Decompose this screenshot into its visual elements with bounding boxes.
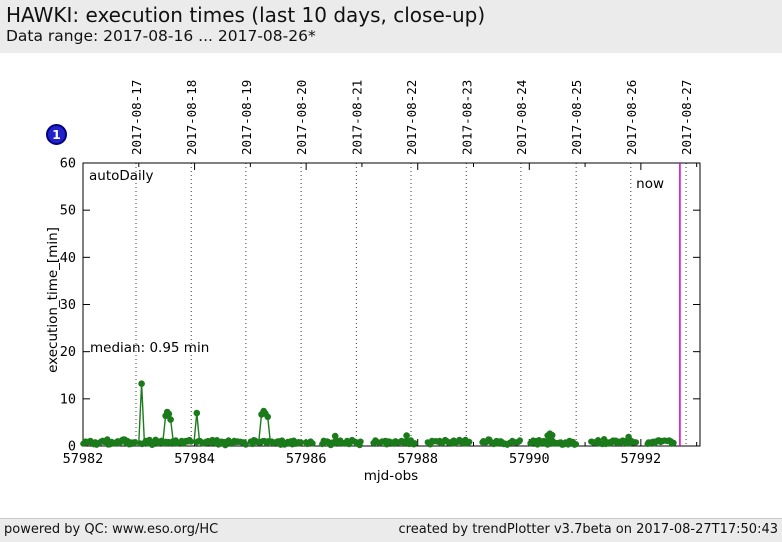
data-point <box>297 439 304 446</box>
date-label: 2017-08-25 <box>569 80 584 155</box>
date-label: 2017-08-23 <box>459 80 474 155</box>
plot-number-badge-label: 1 <box>52 127 61 142</box>
data-point <box>670 439 677 446</box>
data-point <box>264 413 272 421</box>
data-point <box>466 438 473 445</box>
data-point <box>411 440 418 447</box>
footer-created-by: created by trendPlotter v3.7beta on 2017… <box>398 522 778 537</box>
data-point <box>357 438 364 445</box>
x-tick-label: 57984 <box>174 451 215 467</box>
y-tick-label: 10 <box>60 391 76 407</box>
data-range-subtitle: Data range: 2017-08-16 ... 2017-08-26* <box>6 27 316 45</box>
x-tick-label: 57992 <box>621 451 662 467</box>
y-axis-label: execution_time_[min] <box>45 227 61 373</box>
data-point <box>138 380 145 388</box>
data-point <box>403 432 410 439</box>
spike-line <box>193 412 201 443</box>
data-point <box>309 440 316 447</box>
date-label: 2017-08-24 <box>514 80 529 155</box>
footer-powered-by: powered by QC: www.eso.org/HC <box>4 522 219 537</box>
chart-canvas: 2017-08-17 2017-08-18 2017-08-19 2017-08-20… <box>45 80 701 484</box>
y-tick-label: 20 <box>60 344 76 360</box>
chart-header: HAWKI: execution times (last 10 days, cl… <box>0 0 782 53</box>
now-label: now <box>636 176 664 192</box>
date-label: 2017-08-19 <box>239 80 254 155</box>
y-tick-label: 30 <box>60 297 76 313</box>
data-point <box>632 439 640 446</box>
data-point <box>625 433 632 441</box>
plot-frame <box>82 162 701 447</box>
data-point <box>516 437 524 444</box>
median-annotation: median: 0.95 min <box>90 340 209 356</box>
date-label: 2017-08-20 <box>294 80 309 155</box>
data-point <box>193 409 201 417</box>
x-tick-label: 57990 <box>509 451 550 467</box>
data-series-layer <box>80 380 677 449</box>
x-tick-label: 57988 <box>397 451 438 467</box>
annotation-layer: execution_time_[min] mjd-obs autoDaily m… <box>45 168 664 484</box>
x-tick-label: 57986 <box>286 451 327 467</box>
data-point <box>167 416 174 423</box>
y-tick-label: 60 <box>60 156 76 172</box>
spike-line <box>138 383 146 443</box>
y-tick-label: 0 <box>68 439 76 455</box>
data-point <box>187 438 195 445</box>
dataset-label: autoDaily <box>89 168 154 184</box>
data-point <box>165 410 173 418</box>
page-title: HAWKI: execution times (last 10 days, cl… <box>6 3 486 27</box>
date-label: 2017-08-21 <box>349 80 364 155</box>
x-tick-label: 57982 <box>63 451 104 467</box>
plot-number-badge[interactable]: 1 <box>46 124 67 145</box>
axis-layer: 2017-08-17 2017-08-18 2017-08-19 2017-08-20… <box>60 80 701 467</box>
data-point <box>331 432 339 440</box>
y-tick-label: 50 <box>60 203 76 219</box>
date-label: 2017-08-17 <box>129 80 144 155</box>
x-axis-label: mjd-obs <box>364 468 418 484</box>
data-point <box>548 431 556 439</box>
date-label: 2017-08-26 <box>624 80 639 155</box>
data-point <box>572 441 580 448</box>
date-label: 2017-08-27 <box>679 80 694 155</box>
data-point <box>242 441 249 448</box>
data-point <box>132 439 139 446</box>
y-tick-label: 40 <box>60 250 76 266</box>
grid-layer <box>135 163 687 446</box>
date-label: 2017-08-18 <box>184 80 199 155</box>
footer: powered by QC: www.eso.org/HC created by… <box>0 518 782 542</box>
date-label: 2017-08-22 <box>404 80 419 155</box>
